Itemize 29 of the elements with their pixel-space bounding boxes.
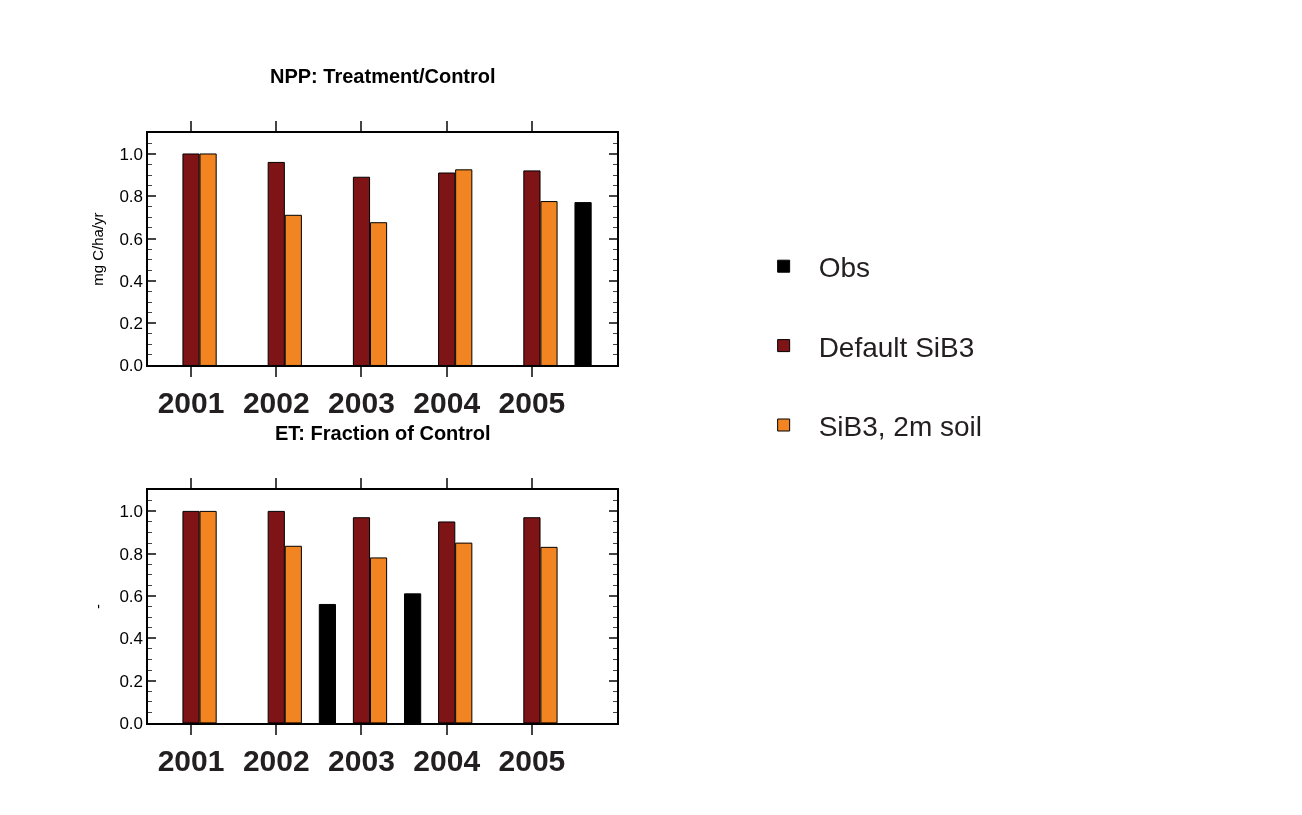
x-tick-label: 2005 bbox=[498, 743, 566, 777]
y-tick-label: 0.6 bbox=[119, 229, 144, 249]
x-tick-label: 2004 bbox=[413, 743, 481, 777]
y-axis-title: - bbox=[89, 604, 107, 610]
x-tick-label: 2003 bbox=[328, 743, 395, 777]
y-tick-label: 0.6 bbox=[119, 586, 144, 606]
y-tick-label: 0.8 bbox=[119, 544, 144, 564]
x-tick-label: 2002 bbox=[242, 386, 310, 420]
legend-label: SiB3, 2m soil bbox=[818, 410, 983, 442]
x-tick-label: 2005 bbox=[498, 386, 566, 420]
y-tick-label: 1.0 bbox=[119, 144, 144, 164]
y-tick-label: 0.8 bbox=[119, 187, 144, 207]
y-tick-label: 0.4 bbox=[119, 629, 144, 649]
x-tick-label: 2004 bbox=[413, 386, 481, 420]
x-tick-label: 2001 bbox=[157, 386, 225, 420]
y-tick-label: 0.0 bbox=[119, 713, 144, 733]
y-axis-title: mg C/ha/yr bbox=[89, 212, 107, 286]
chart-title: NPP: Treatment/Control bbox=[270, 65, 496, 87]
x-tick-label: 2002 bbox=[242, 743, 310, 777]
y-tick-label: 0.2 bbox=[119, 314, 144, 334]
chart-title: ET: Fraction of Control bbox=[275, 422, 491, 444]
x-tick-label: 2003 bbox=[328, 386, 395, 420]
x-tick-label: 2001 bbox=[157, 743, 225, 777]
y-tick-label: 0.0 bbox=[119, 356, 144, 376]
legend-label: Default SiB3 bbox=[818, 331, 975, 363]
y-tick-label: 0.4 bbox=[119, 271, 144, 291]
y-tick-label: 0.2 bbox=[119, 671, 144, 691]
y-tick-label: 1.0 bbox=[119, 502, 144, 522]
legend-label: Obs bbox=[818, 252, 871, 284]
